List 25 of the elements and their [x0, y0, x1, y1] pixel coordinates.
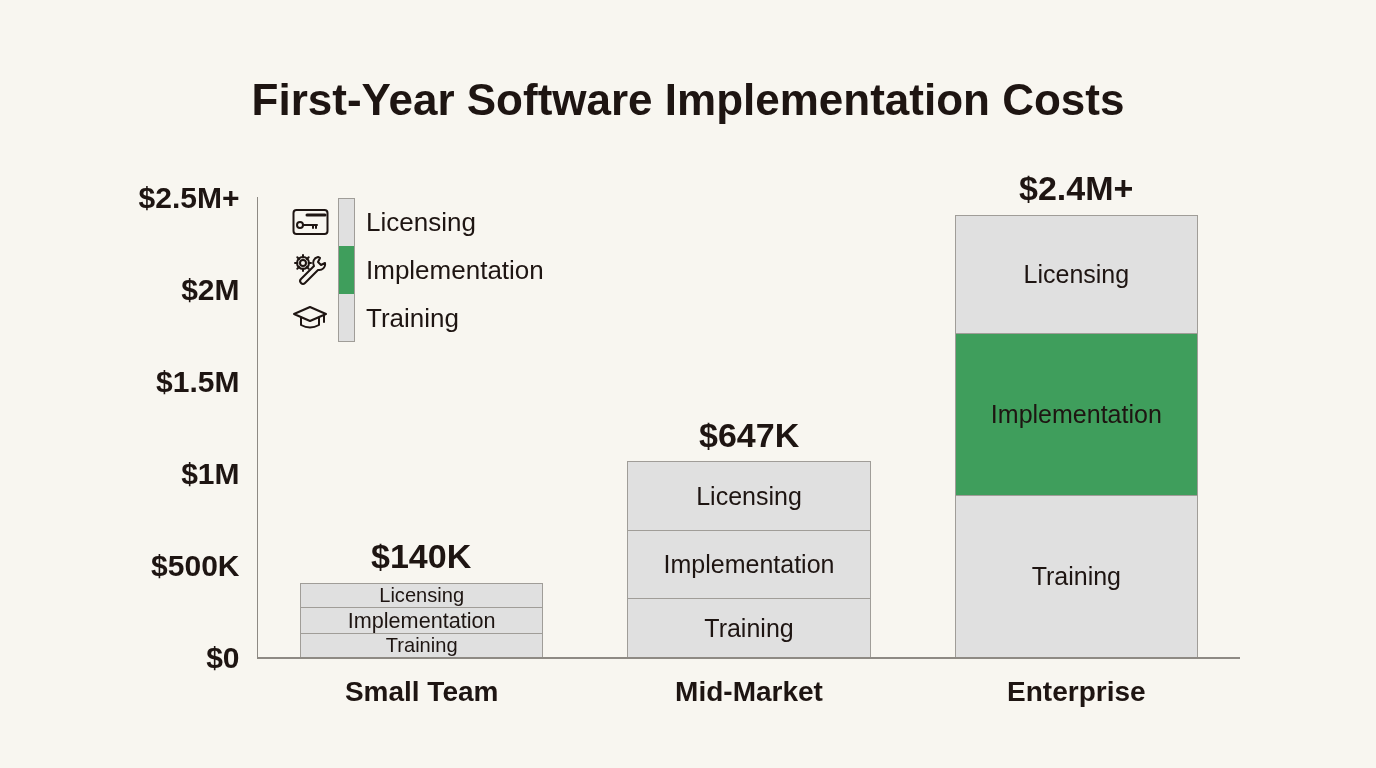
- data-label: Implementation: [663, 550, 835, 579]
- data-label: Licensing: [1023, 260, 1130, 289]
- data-label: Implementation: [347, 607, 496, 633]
- data-label: Licensing: [696, 482, 802, 510]
- data-label: Licensing: [379, 584, 465, 607]
- y-tick-label: $1.5M: [156, 364, 240, 398]
- annotation: $647K: [699, 416, 800, 454]
- annotation: $140K: [371, 537, 472, 575]
- y-tick-label: $1M: [181, 456, 240, 490]
- legend-label: Licensing: [366, 207, 476, 237]
- y-tick-label: $0: [206, 640, 240, 674]
- chart-title: First-Year Software Implementation Costs: [251, 75, 1125, 125]
- y-tick-label: $2.5M+: [138, 180, 240, 214]
- data-label: Implementation: [990, 400, 1162, 429]
- data-label: Training: [1031, 562, 1122, 591]
- legend-label: Implementation: [366, 255, 544, 285]
- annotation: $2.4M+: [1019, 169, 1134, 207]
- y-tick-label: $2M: [181, 272, 240, 306]
- data-label: Training: [704, 613, 794, 642]
- y-tick-label: $500K: [151, 548, 240, 582]
- x-tick-label: Small Team: [344, 676, 499, 708]
- legend-label: Training: [366, 303, 459, 333]
- x-tick-label: Enterprise: [1007, 676, 1146, 708]
- x-tick-label: Mid-Market: [675, 676, 823, 708]
- data-label: Training: [385, 634, 458, 657]
